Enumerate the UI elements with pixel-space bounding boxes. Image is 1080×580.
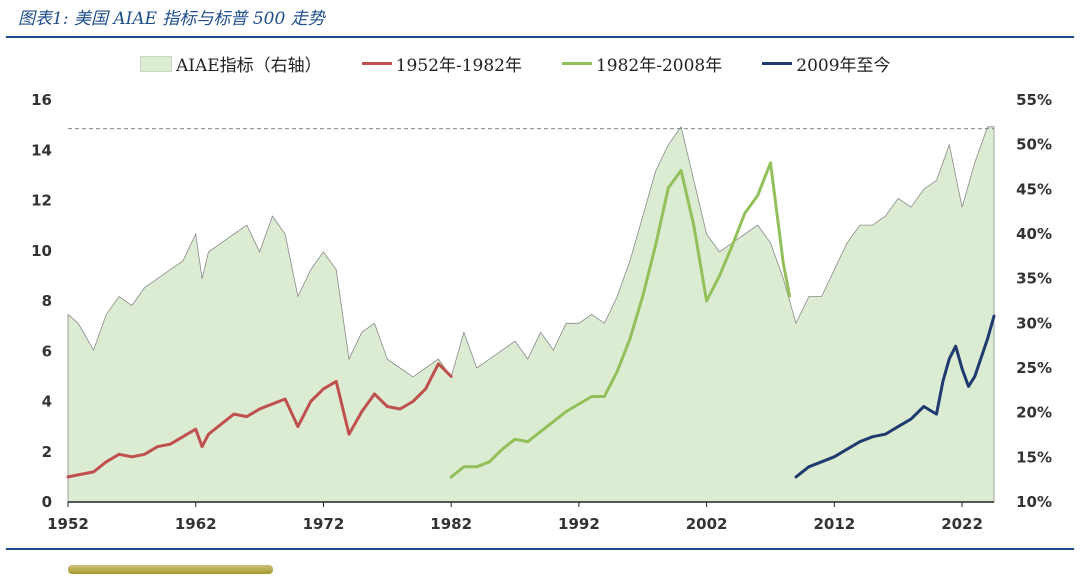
legend-swatch-2009-now xyxy=(762,62,793,65)
y-right-tick-label: 15% xyxy=(1016,448,1052,466)
x-tick-label: 1982 xyxy=(430,515,472,533)
top-rule xyxy=(6,36,1074,38)
legend-item-1982-2008: 1982年-2008年 xyxy=(561,51,723,76)
legend-label-aiae: AIAE指标（右轴） xyxy=(176,56,322,76)
legend-swatch-1982-2008 xyxy=(561,62,592,65)
x-tick-label: 2022 xyxy=(941,515,983,533)
y-right-tick-label: 50% xyxy=(1016,136,1052,154)
series-2009-now-line xyxy=(794,314,996,479)
legend-label-2009-now: 2009年至今 xyxy=(796,56,891,76)
y-left-tick-label: 10 xyxy=(31,242,52,260)
y-left-tick-label: 8 xyxy=(42,292,52,310)
y-left-tick-label: 12 xyxy=(31,192,52,210)
y-left-tick-label: 4 xyxy=(42,393,52,411)
bottom-rule xyxy=(6,548,1074,550)
aiae-area xyxy=(67,125,995,503)
x-tick-label: 1992 xyxy=(558,515,600,533)
y-right-tick-label: 25% xyxy=(1016,359,1052,377)
y-left-tick-label: 14 xyxy=(31,141,52,159)
y-right-tick-label: 55% xyxy=(1016,91,1052,109)
legend-item-2009-now: 2009年至今 xyxy=(762,51,891,76)
y-left-tick-label: 6 xyxy=(42,342,52,360)
y-right-tick-label: 40% xyxy=(1016,225,1052,243)
legend-label-1982-2008: 1982年-2008年 xyxy=(595,56,723,76)
y-right-tick-label: 20% xyxy=(1016,404,1052,422)
legend-swatch-1952-1982 xyxy=(361,62,392,65)
x-tick-label: 2012 xyxy=(813,515,855,533)
x-tick-label: 1962 xyxy=(175,515,217,533)
y-left-tick-label: 0 xyxy=(42,493,52,511)
y-right-tick-label: 30% xyxy=(1016,314,1052,332)
decorative-swatch xyxy=(68,565,273,574)
series-1982-2008-line xyxy=(449,161,792,479)
chart-legend: AIAE指标（右轴） 1952年-1982年 1982年-2008年 2009年… xyxy=(140,51,931,76)
x-tick-label: 1972 xyxy=(303,515,345,533)
series-1952-1982-line xyxy=(66,362,453,479)
y-right-tick-label: 10% xyxy=(1016,493,1052,511)
legend-item-1952-1982: 1952年-1982年 xyxy=(361,51,522,76)
y-left-tick-label: 16 xyxy=(31,91,52,109)
legend-swatch-aiae xyxy=(140,55,172,72)
x-tick-label: 2002 xyxy=(686,515,728,533)
figure-title: 图表1: 美国 AIAE 指标与标普 500 走势 xyxy=(18,9,325,29)
legend-item-aiae: AIAE指标（右轴） xyxy=(140,51,322,76)
y-right-tick-label: 45% xyxy=(1016,180,1052,198)
x-tick-label: 1952 xyxy=(47,515,89,533)
y-right-tick-label: 35% xyxy=(1016,270,1052,288)
y-left-tick-label: 2 xyxy=(42,443,52,461)
legend-label-1952-1982: 1952年-1982年 xyxy=(395,56,522,76)
